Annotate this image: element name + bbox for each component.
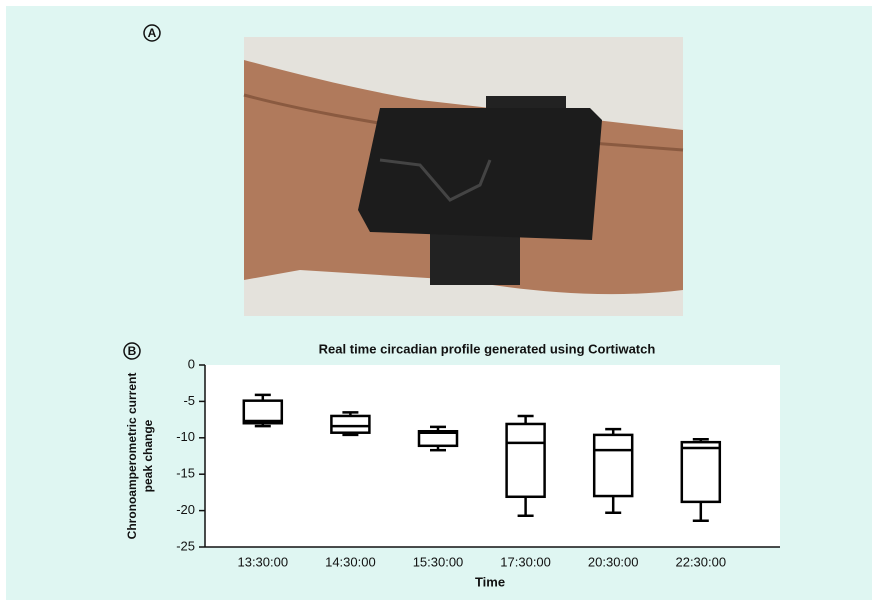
strap [430, 230, 520, 285]
y-tick-label: -5 [183, 393, 195, 408]
y-tick-label: -25 [176, 538, 195, 553]
x-tick-label: 13:30:00 [237, 554, 288, 569]
y-axis-label-line: peak change [141, 419, 155, 492]
y-tick-label: -15 [176, 466, 195, 481]
x-tick-label: 15:30:00 [413, 554, 464, 569]
device [358, 108, 602, 240]
x-tick-label: 22:30:00 [675, 554, 726, 569]
y-tick-label: -10 [176, 429, 195, 444]
x-tick-label: 20:30:00 [588, 554, 639, 569]
panel-label: B [128, 344, 137, 358]
x-tick-label: 17:30:00 [500, 554, 551, 569]
photo [244, 37, 683, 316]
page: {"panel_labels": ["A", "B"], "chart_data… [0, 0, 880, 606]
y-tick-label: 0 [188, 356, 195, 371]
x-axis-label: Time [475, 574, 505, 589]
panel-label: A [148, 26, 157, 40]
figure: A B Real time circadian profile generate… [0, 0, 880, 606]
y-axis-label-line: Chronoamperometric current [125, 373, 139, 540]
y-tick-label: -20 [176, 502, 195, 517]
x-tick-label: 14:30:00 [325, 554, 376, 569]
chart-title: Real time circadian profile generated us… [319, 341, 656, 356]
